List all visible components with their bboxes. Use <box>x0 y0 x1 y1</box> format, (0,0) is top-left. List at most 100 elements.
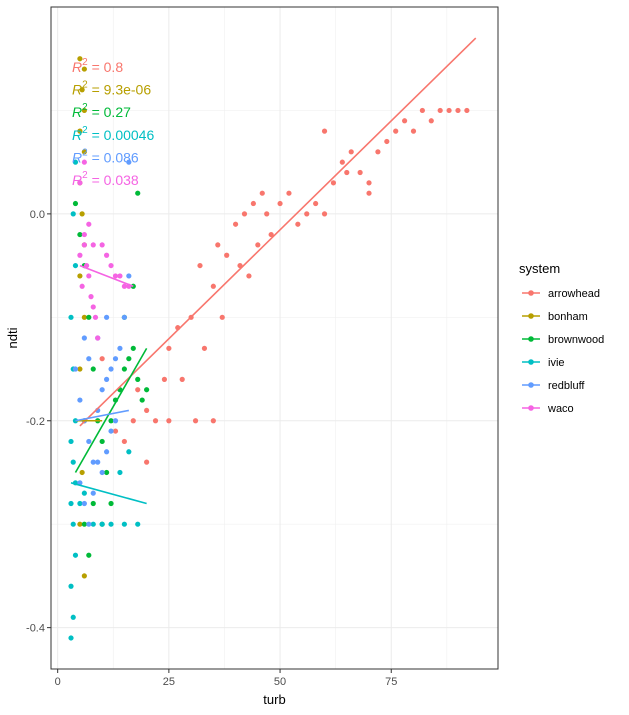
y-tick-label: 0.0 <box>30 209 45 221</box>
legend-label-waco: waco <box>547 403 574 415</box>
fit-line-brownwood <box>74 347 148 473</box>
point-arrowhead <box>419 107 425 114</box>
point-arrowhead <box>366 180 372 186</box>
point-ivie <box>90 521 96 527</box>
point-arrowhead <box>144 459 150 465</box>
x-tick-label: 25 <box>163 676 175 688</box>
point-waco <box>86 273 92 279</box>
r2-annotations: R2 = 0.8 R2 = 9.3e-06 R2 = 0.27 R2 = 0.0004… <box>72 57 154 188</box>
point-brownwood <box>103 469 110 476</box>
points-layer <box>68 56 470 641</box>
point-redbluff <box>103 449 110 455</box>
point-redbluff <box>126 273 132 279</box>
point-brownwood <box>139 397 145 403</box>
point-arrowhead <box>210 283 216 289</box>
point-ivie <box>77 500 83 507</box>
point-arrowhead <box>99 356 105 362</box>
legend-point-ivie <box>528 359 534 365</box>
r2-label-bonham: R2 = 9.3e-06 <box>72 80 151 98</box>
fit-line-arrowhead <box>79 37 477 427</box>
point-arrowhead <box>166 418 172 424</box>
point-ivie <box>108 521 114 527</box>
point-brownwood <box>81 521 87 527</box>
y-tick-label: -0.2 <box>26 416 45 428</box>
point-redbluff <box>121 314 127 320</box>
point-redbluff <box>86 521 92 527</box>
point-arrowhead <box>339 159 345 165</box>
point-arrowhead <box>455 107 461 114</box>
point-ivie <box>70 459 76 465</box>
point-arrowhead <box>446 107 452 114</box>
point-redbluff <box>112 418 119 424</box>
r2-label-brownwood: R2 = 0.27 <box>72 102 131 120</box>
point-bonham <box>81 573 87 579</box>
point-ivie <box>126 449 132 455</box>
point-arrowhead <box>464 107 470 114</box>
point-ivie <box>99 521 105 527</box>
legend-label-arrowhead: arrowhead <box>548 288 600 300</box>
point-arrowhead <box>313 200 319 207</box>
point-arrowhead <box>250 200 256 207</box>
point-brownwood <box>99 438 105 445</box>
point-arrowhead <box>152 418 159 424</box>
point-arrowhead <box>121 438 127 445</box>
point-ivie <box>72 262 79 269</box>
legend-item-waco: waco <box>522 403 574 415</box>
point-bonham <box>77 128 83 134</box>
fit-line-ivie <box>70 482 147 505</box>
point-brownwood <box>90 500 96 507</box>
point-ivie <box>70 211 76 217</box>
point-ivie <box>70 521 76 527</box>
point-bonham <box>81 314 87 320</box>
point-arrowhead <box>348 149 354 155</box>
point-arrowhead <box>321 211 328 217</box>
point-brownwood <box>108 418 114 424</box>
legend-point-arrowhead <box>528 290 534 296</box>
legend-point-bonham <box>528 313 534 319</box>
point-bonham <box>77 273 83 279</box>
y-axis-title: ndti <box>5 327 20 348</box>
legend-point-waco <box>528 405 534 411</box>
legend-item-ivie: ivie <box>522 357 565 369</box>
point-redbluff <box>112 356 119 362</box>
point-arrowhead <box>277 200 283 207</box>
point-waco <box>86 221 92 227</box>
legend-item-bonham: bonham <box>522 311 588 323</box>
x-tick-label: 0 <box>55 676 61 688</box>
point-waco <box>117 273 123 279</box>
point-redbluff <box>99 387 105 393</box>
point-redbluff <box>117 345 123 351</box>
fit-line-redbluff <box>75 409 129 422</box>
y-axis-ticks: -0.4 -0.2 0.0 <box>26 209 51 635</box>
panel-border <box>50 6 499 670</box>
point-ivie <box>68 438 74 445</box>
point-arrowhead <box>321 128 328 134</box>
point-arrowhead <box>401 118 408 124</box>
point-ivie <box>68 500 74 507</box>
r2-label-redbluff: R2 = 0.086 <box>72 147 139 165</box>
point-arrowhead <box>410 128 417 134</box>
point-arrowhead <box>268 231 274 238</box>
point-arrowhead <box>135 387 141 393</box>
point-arrowhead <box>232 221 239 227</box>
point-waco <box>90 304 96 310</box>
point-arrowhead <box>357 169 363 176</box>
point-arrowhead <box>295 221 301 227</box>
point-arrowhead <box>112 428 119 434</box>
point-arrowhead <box>166 345 172 351</box>
point-redbluff <box>108 428 114 434</box>
point-brownwood <box>135 376 141 382</box>
point-brownwood <box>72 200 79 207</box>
point-ivie <box>121 521 127 527</box>
point-arrowhead <box>384 138 390 145</box>
point-redbluff <box>103 376 110 382</box>
point-waco <box>77 180 83 186</box>
point-brownwood <box>135 190 141 196</box>
point-bonham <box>79 469 85 476</box>
point-waco <box>81 242 87 248</box>
x-axis-ticks: 0 25 50 75 <box>55 669 397 688</box>
point-arrowhead <box>144 407 150 414</box>
legend-item-redbluff: redbluff <box>522 380 585 392</box>
point-bonham <box>79 211 85 217</box>
point-arrowhead <box>330 180 337 186</box>
